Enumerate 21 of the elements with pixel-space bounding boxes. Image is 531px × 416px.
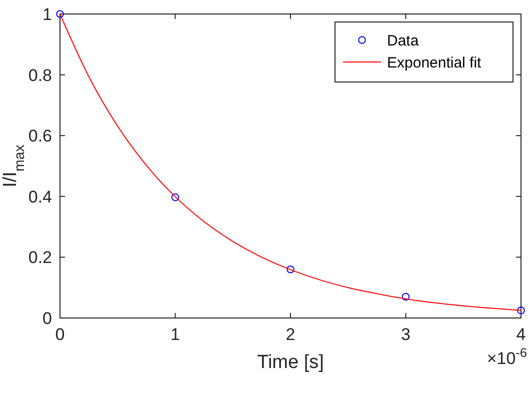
text: ×10$^{-6}$ [486,344,527,368]
point [171,193,180,202]
legend-label: Exponential fit [387,54,482,72]
y-tick-label: 0.6 [28,126,52,146]
point [56,10,64,18]
y-tick-label: 0.2 [28,248,52,268]
y-tick-label: 0.8 [28,66,52,85]
point [402,292,410,301]
x-tick-label: 4 [516,325,526,344]
x-axis-title: Time [s] [257,352,324,373]
y-tick-label: 0 [42,308,52,328]
y-tick-label: 1 [42,4,52,24]
x-tick-label: 1 [170,325,180,344]
x-tick-label: 2 [286,325,296,344]
y-tick-label: 0.4 [28,187,52,206]
point [286,265,294,274]
point [517,306,525,314]
legend-label: Data [387,32,420,50]
x-tick-label: 0 [55,325,65,344]
x-tick-label: 3 [401,325,410,344]
line-series [60,14,522,311]
